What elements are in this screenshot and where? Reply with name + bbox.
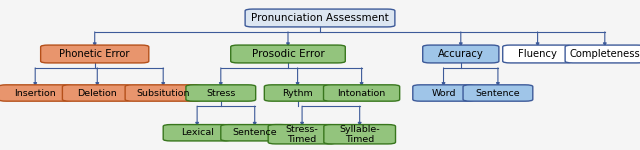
FancyBboxPatch shape: [186, 85, 255, 101]
FancyBboxPatch shape: [125, 85, 201, 101]
FancyBboxPatch shape: [41, 45, 148, 63]
Text: Rythm: Rythm: [282, 88, 313, 98]
Text: Word: Word: [431, 88, 456, 98]
FancyBboxPatch shape: [422, 45, 499, 63]
Text: Intonation: Intonation: [337, 88, 386, 98]
FancyBboxPatch shape: [413, 85, 474, 101]
Text: Fluency: Fluency: [518, 49, 557, 59]
FancyBboxPatch shape: [324, 124, 396, 144]
Text: Sentence: Sentence: [476, 88, 520, 98]
Text: Deletion: Deletion: [77, 88, 117, 98]
Text: Pronunciation Assessment: Pronunciation Assessment: [251, 13, 389, 23]
FancyBboxPatch shape: [62, 85, 132, 101]
Text: Prosodic Error: Prosodic Error: [252, 49, 324, 59]
FancyBboxPatch shape: [0, 85, 72, 101]
FancyBboxPatch shape: [264, 85, 331, 101]
FancyBboxPatch shape: [163, 124, 231, 141]
FancyBboxPatch shape: [323, 85, 399, 101]
FancyBboxPatch shape: [463, 85, 532, 101]
Text: Stress: Stress: [206, 88, 236, 98]
FancyBboxPatch shape: [565, 45, 640, 63]
Text: Completeness: Completeness: [570, 49, 640, 59]
FancyBboxPatch shape: [268, 124, 336, 144]
Text: Subsitution: Subsitution: [136, 88, 190, 98]
Text: Stress-
Timed: Stress- Timed: [285, 125, 319, 144]
FancyBboxPatch shape: [231, 45, 346, 63]
Text: Accuracy: Accuracy: [438, 49, 484, 59]
FancyBboxPatch shape: [221, 124, 289, 141]
Text: Lexical: Lexical: [180, 128, 214, 137]
Text: Sentence: Sentence: [232, 128, 277, 137]
Text: Syllable-
Timed: Syllable- Timed: [339, 125, 380, 144]
FancyBboxPatch shape: [503, 45, 573, 63]
Text: Phonetic Error: Phonetic Error: [60, 49, 130, 59]
FancyBboxPatch shape: [245, 9, 395, 27]
Text: Insertion: Insertion: [14, 88, 56, 98]
